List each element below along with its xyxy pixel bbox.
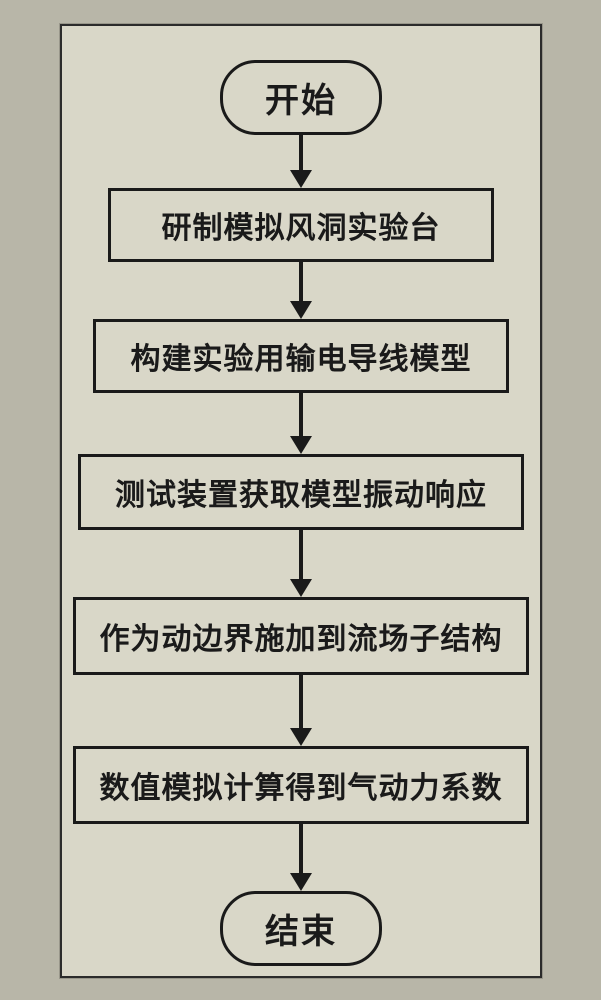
end-terminator: 结束 bbox=[220, 891, 382, 966]
arrow-1 bbox=[290, 262, 312, 319]
process-step-4: 作为动边界施加到流场子结构 bbox=[73, 597, 529, 675]
start-terminator: 开始 bbox=[220, 60, 382, 135]
arrow-5 bbox=[290, 824, 312, 891]
arrow-2 bbox=[290, 393, 312, 454]
process-step-2: 构建实验用输电导线模型 bbox=[93, 319, 509, 393]
arrow-4 bbox=[290, 675, 312, 746]
process-step-1: 研制模拟风洞实验台 bbox=[108, 188, 494, 262]
process-step-3: 测试装置获取模型振动响应 bbox=[78, 454, 524, 530]
paper-frame: 开始 研制模拟风洞实验台 构建实验用输电导线模型 测试装置获取模型振动响应 作为… bbox=[60, 24, 542, 978]
process-step-5: 数值模拟计算得到气动力系数 bbox=[73, 746, 529, 824]
arrow-3 bbox=[290, 530, 312, 597]
flowchart-container: 开始 研制模拟风洞实验台 构建实验用输电导线模型 测试装置获取模型振动响应 作为… bbox=[73, 60, 529, 966]
arrow-0 bbox=[290, 135, 312, 188]
